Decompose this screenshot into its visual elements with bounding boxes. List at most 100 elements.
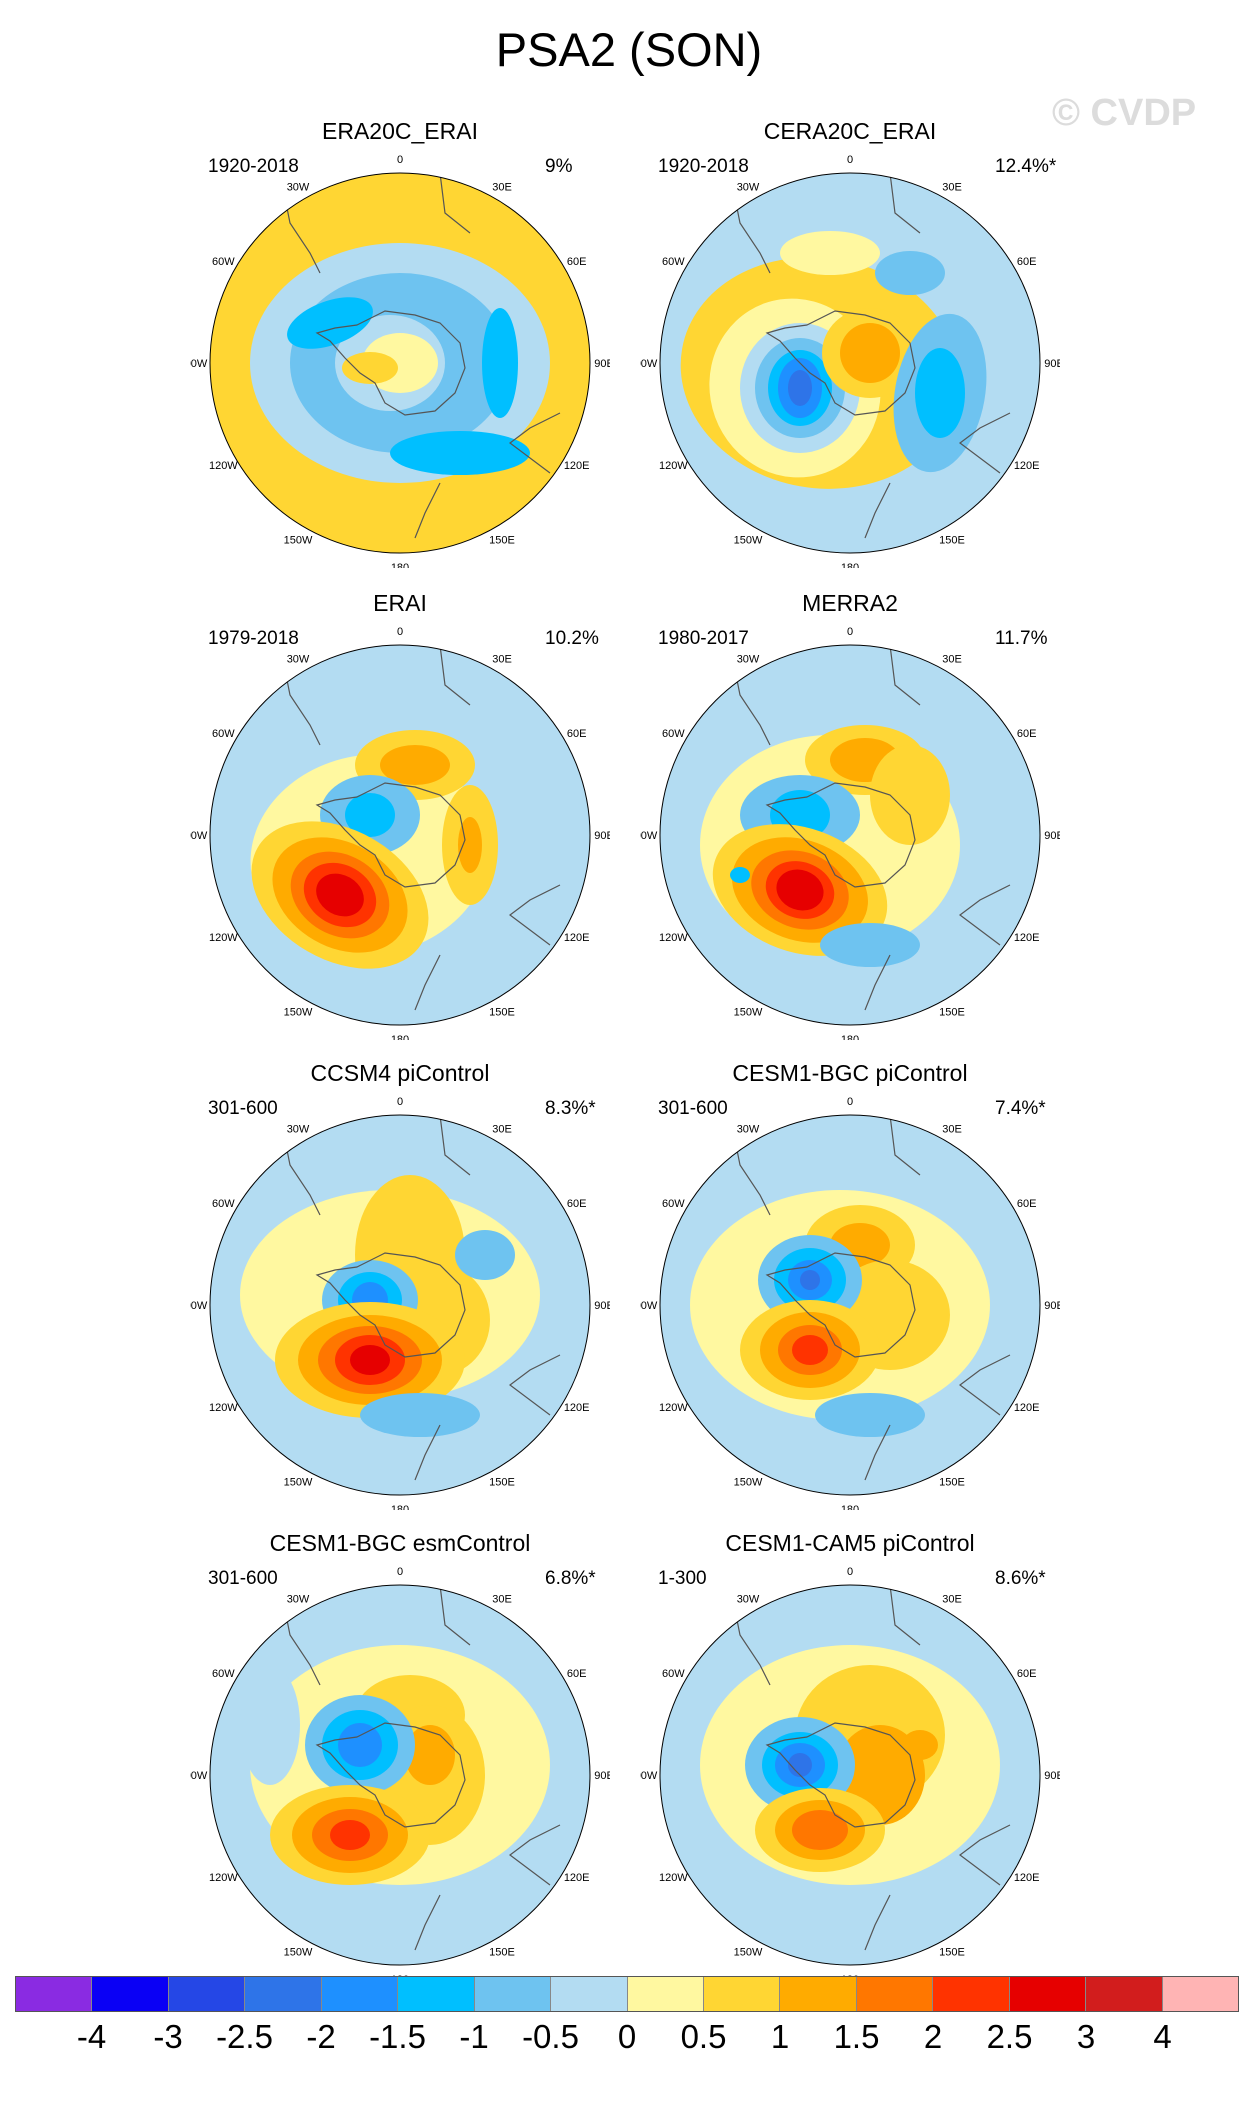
colorbar-swatch (168, 1977, 246, 2011)
longitude-label: 150W (734, 535, 763, 547)
longitude-label: 0 (847, 1096, 853, 1108)
longitude-label: 0 (397, 1566, 403, 1578)
colorbar-label: -2 (306, 2018, 336, 2055)
panel-percent-variance: 10.2% (545, 628, 599, 649)
polar-map: 030E60E90E120E150E180150W120W90W60W30W (190, 1566, 610, 1980)
colorbar-swatch (245, 1977, 322, 2011)
panel-percent-variance: 6.8%* (545, 1568, 596, 1589)
figure-title: PSA2 (SON) (495, 23, 763, 76)
contour-region (788, 370, 812, 406)
longitude-label: 60W (212, 256, 235, 268)
coastline (414, 482, 441, 539)
longitude-label: 30E (492, 653, 512, 665)
longitude-label: 120W (659, 1872, 688, 1884)
contour-region (800, 1270, 820, 1290)
longitude-label: 90W (640, 1770, 658, 1782)
colorbar-swatch (1162, 1977, 1238, 2011)
longitude-label: 120W (209, 1402, 238, 1414)
map-border (209, 1584, 591, 1966)
longitude-label: 90W (190, 358, 208, 370)
map-panel: ERA20C_ERAI 1920-2018 9% 0 30E 60E 90E 120E 150E… (190, 118, 760, 568)
map-border (659, 172, 1041, 554)
panel-period: 301-600 (658, 1098, 728, 1119)
longitude-label: 60W (212, 728, 235, 740)
longitude-label: 120E (564, 932, 590, 944)
longitude-label: 150E (939, 535, 965, 547)
longitude-label: 0 (847, 154, 853, 166)
panel-period: 1920-2018 (658, 156, 749, 177)
longitude-label: 30W (287, 1123, 310, 1135)
contour-region (915, 348, 965, 438)
watermark: © CVDP (1052, 92, 1197, 134)
longitude-label: 90W (640, 830, 658, 842)
colorbar-label: -3 (153, 2018, 183, 2055)
contour-region (455, 1230, 515, 1280)
longitude-label: 180 (841, 1034, 859, 1040)
panel-title: MERRA2 (802, 590, 898, 616)
map-border (209, 644, 591, 1026)
longitude-label: 60W (212, 1668, 235, 1680)
longitude-label: 60W (662, 1668, 685, 1680)
longitude-label: 90W (640, 358, 658, 370)
colorbar-swatch (856, 1977, 934, 2011)
longitude-label: 30E (942, 1123, 962, 1135)
colorbar-swatch (16, 1977, 93, 2011)
longitude-label: 150E (489, 1947, 515, 1959)
colorbar-label: -0.5 (522, 2018, 579, 2055)
longitude-label: 30W (287, 653, 310, 665)
coastline (414, 1894, 441, 1951)
contour-region (390, 431, 530, 475)
colorbar-label: -2.5 (216, 2018, 273, 2055)
map-border (659, 1114, 1041, 1496)
coastline (765, 1252, 916, 1358)
contour-region (240, 1665, 300, 1785)
coastline (889, 173, 921, 234)
longitude-label: 0 (397, 154, 403, 166)
panel-title: CESM1-BGC piControl (732, 1060, 968, 1086)
longitude-label: 150W (284, 1007, 313, 1019)
longitude-label: 120W (209, 1872, 238, 1884)
map-border (659, 1584, 1041, 1966)
longitude-label: 30E (942, 653, 962, 665)
panel-title: ERAI (373, 590, 427, 616)
longitude-label: 120E (564, 1402, 590, 1414)
polar-map: 030E60E90E120E150E180150W120W90W60W30W (190, 154, 610, 568)
longitude-label: 150W (734, 1947, 763, 1959)
contour-region (875, 251, 945, 295)
contour-region (792, 1335, 828, 1365)
map-panel: MERRA2 1980-2017 11.7% 0 30E 60E 90E 120E 150E 18… (640, 590, 1210, 1040)
map-panel: CESM1-BGC piControl 301-600 7.4%* 0 30E 60E 90… (640, 1060, 1210, 1510)
coastline (414, 1424, 441, 1481)
longitude-label: 180 (391, 562, 409, 568)
polar-map: 030E60E90E120E150E180150W120W90W60W30W (640, 626, 1060, 1040)
longitude-label: 90W (190, 1300, 208, 1312)
longitude-label: 60E (1017, 1668, 1037, 1680)
contour-region (730, 867, 750, 883)
longitude-label: 60E (567, 256, 587, 268)
panel-percent-variance: 11.7% (995, 628, 1048, 649)
longitude-label: 30E (942, 1593, 962, 1605)
contour-region (287, 297, 373, 349)
panel-title: ERA20C_ERAI (322, 118, 478, 144)
longitude-label: 120E (1014, 1872, 1040, 1884)
longitude-label: 120E (1014, 1402, 1040, 1414)
colorbar-swatch (703, 1977, 781, 2011)
colorbar-label: 2.5 (986, 2018, 1033, 2055)
longitude-label: 90E (1044, 1770, 1060, 1782)
coastline (765, 782, 916, 888)
panel-percent-variance: 9% (545, 156, 573, 177)
panel-period: 301-600 (208, 1568, 278, 1589)
contour-region (902, 1730, 938, 1760)
coastline (315, 1722, 466, 1828)
longitude-label: 30W (737, 1123, 760, 1135)
contour-region (776, 869, 824, 911)
longitude-label: 120W (659, 1402, 688, 1414)
coastline (765, 1722, 916, 1828)
colorbar-label: 1.5 (833, 2018, 880, 2055)
colorbar-label: -1.5 (369, 2018, 426, 2055)
panel-percent-variance: 8.3%* (545, 1098, 596, 1119)
coastline (439, 1585, 471, 1646)
longitude-label: 150E (939, 1007, 965, 1019)
polar-map: 030E60E90E120E150E180150W120W90W60W30W (640, 1566, 1060, 1980)
longitude-label: 60E (1017, 256, 1037, 268)
